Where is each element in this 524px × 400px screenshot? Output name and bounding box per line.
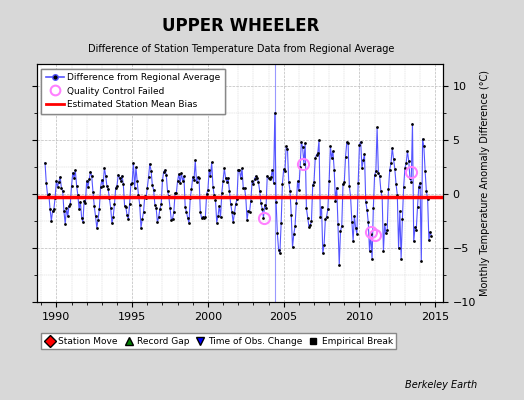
Legend: Difference from Regional Average, Quality Control Failed, Estimated Station Mean: Difference from Regional Average, Qualit… <box>41 68 225 114</box>
Text: Berkeley Earth: Berkeley Earth <box>405 380 477 390</box>
Y-axis label: Monthly Temperature Anomaly Difference (°C): Monthly Temperature Anomaly Difference (… <box>480 70 490 296</box>
Legend: Station Move, Record Gap, Time of Obs. Change, Empirical Break: Station Move, Record Gap, Time of Obs. C… <box>41 333 396 350</box>
Text: Difference of Station Temperature Data from Regional Average: Difference of Station Temperature Data f… <box>88 44 394 54</box>
Text: UPPER WHEELER: UPPER WHEELER <box>162 17 320 35</box>
